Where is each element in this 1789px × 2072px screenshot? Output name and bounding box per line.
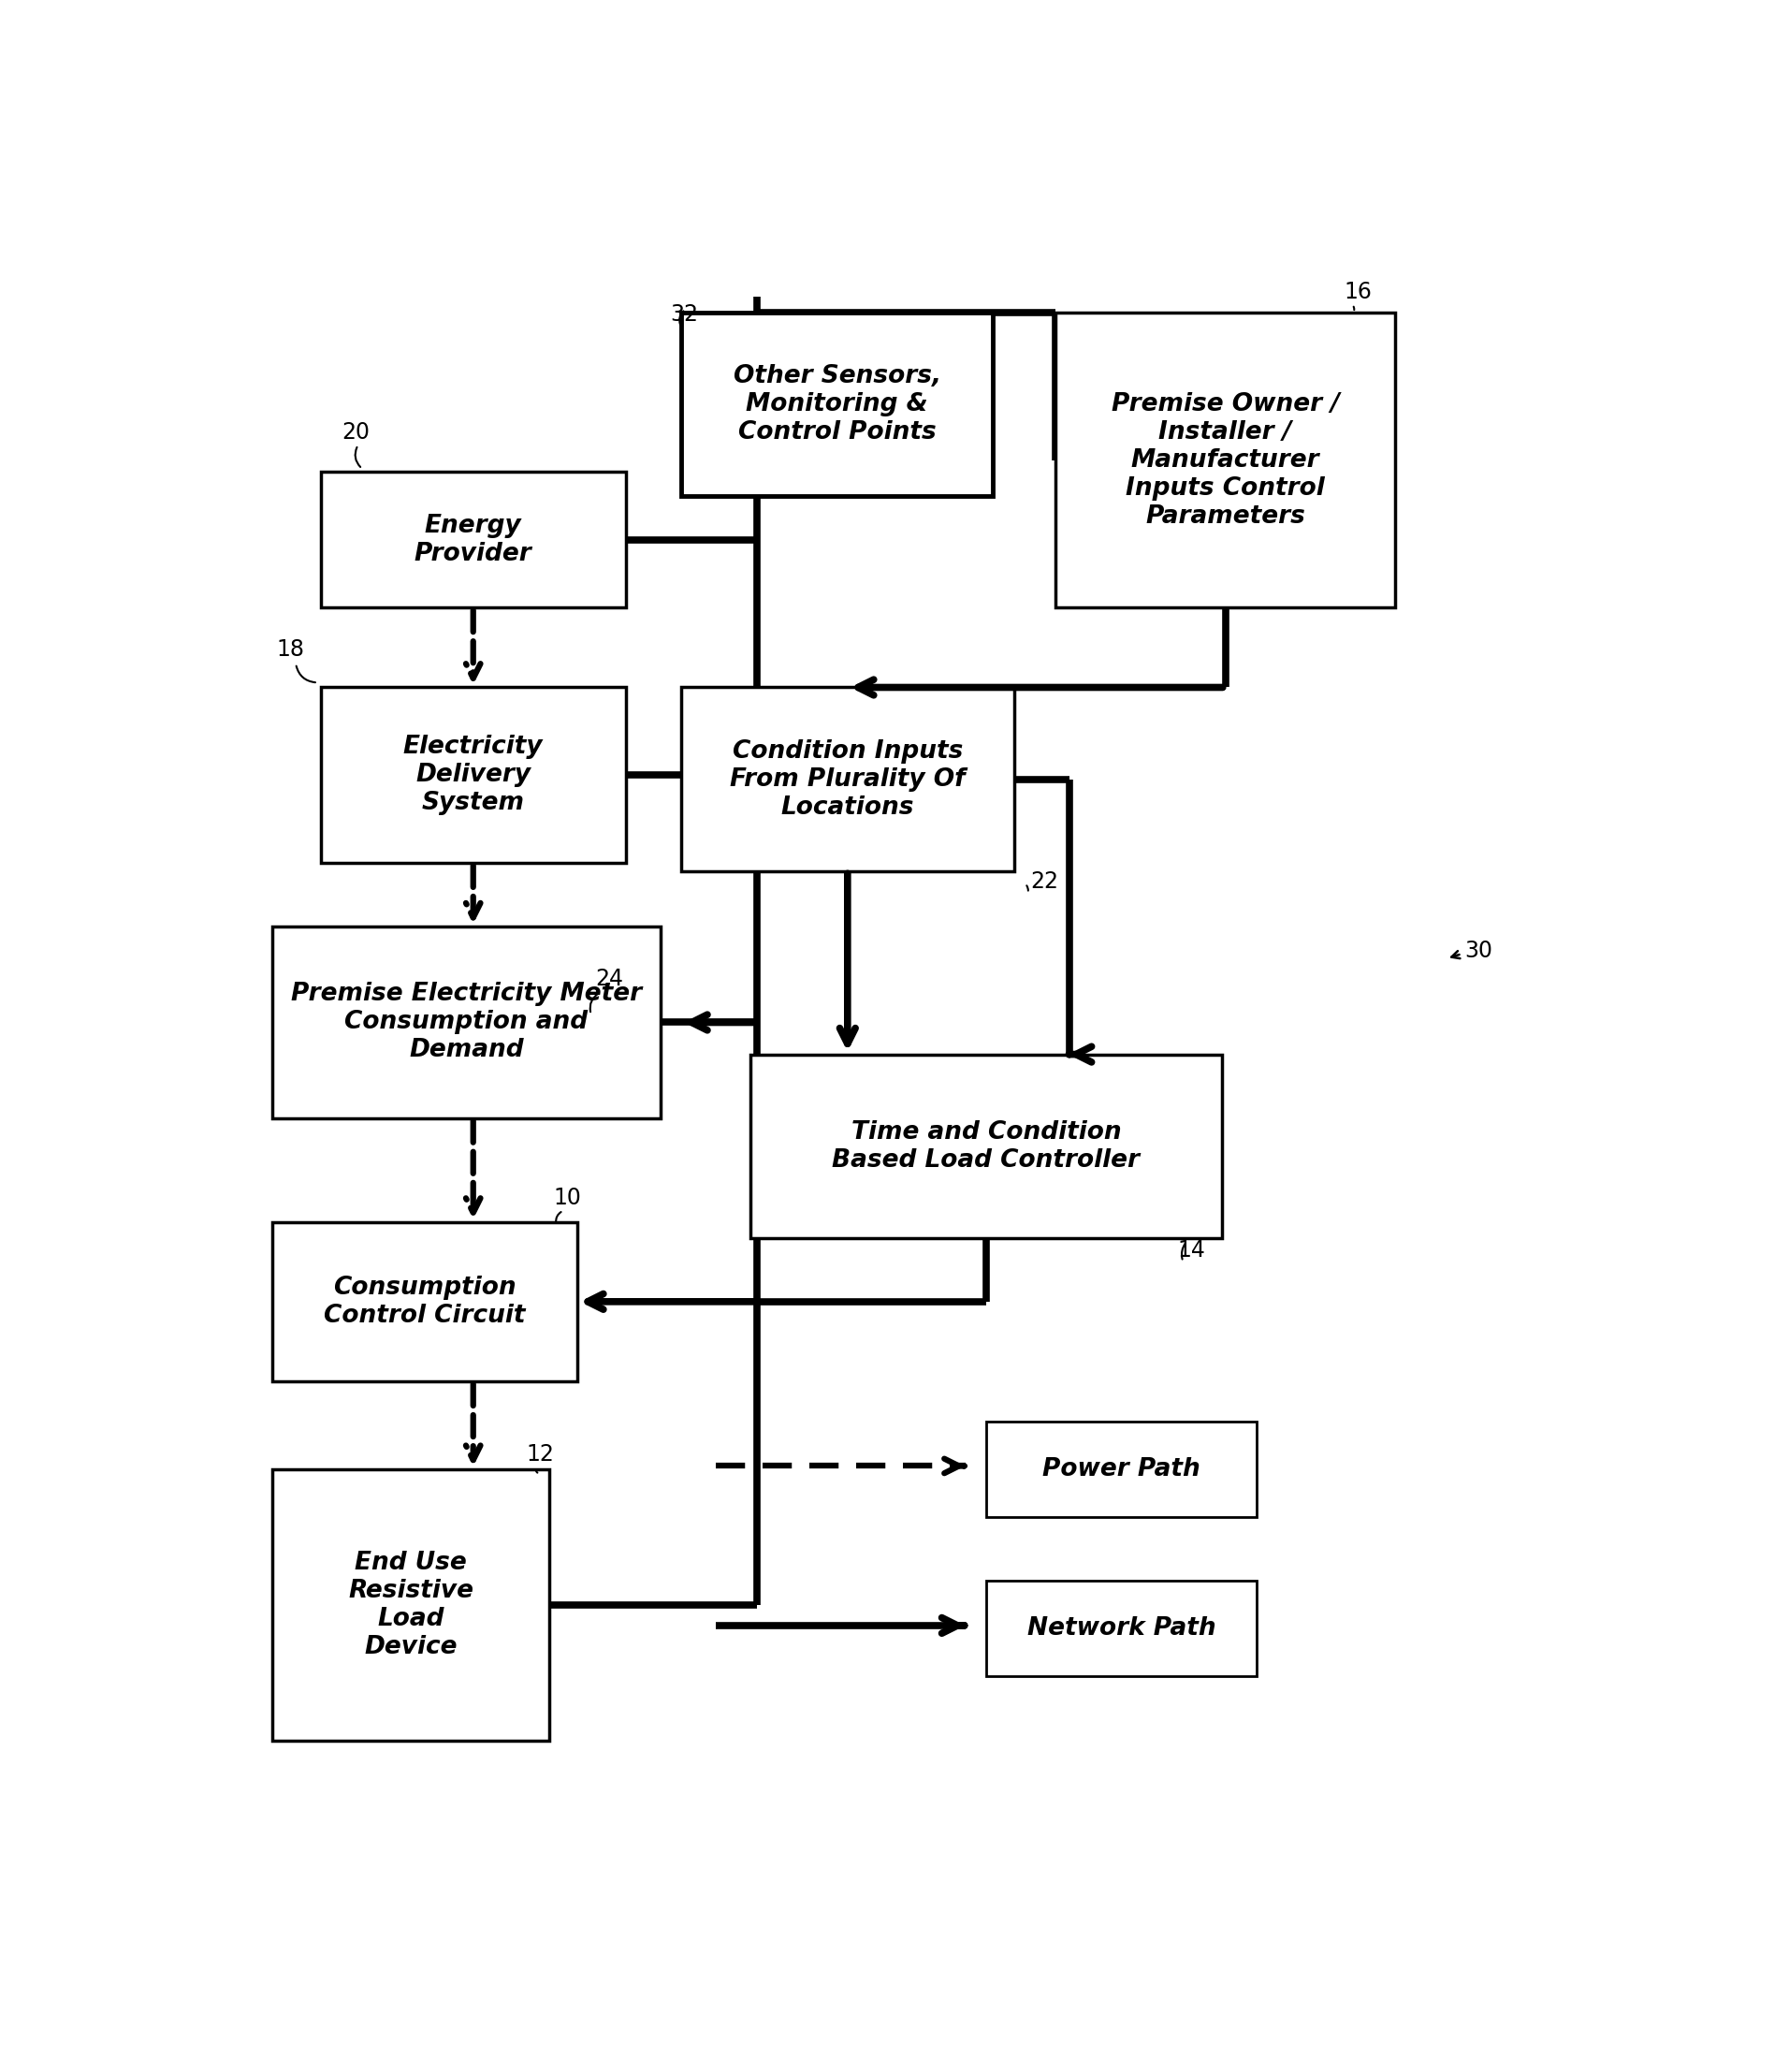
Text: Power Path: Power Path xyxy=(1043,1457,1200,1481)
Text: 10: 10 xyxy=(553,1187,581,1210)
Text: 16: 16 xyxy=(1344,280,1372,303)
FancyBboxPatch shape xyxy=(272,1469,549,1740)
Text: 24: 24 xyxy=(596,968,623,990)
Text: 12: 12 xyxy=(526,1444,555,1467)
FancyBboxPatch shape xyxy=(682,688,1014,870)
Text: 22: 22 xyxy=(1030,870,1059,893)
FancyBboxPatch shape xyxy=(1056,313,1395,607)
FancyBboxPatch shape xyxy=(682,313,993,495)
Text: 18: 18 xyxy=(276,638,304,661)
FancyBboxPatch shape xyxy=(986,1421,1256,1517)
Text: Consumption
Control Circuit: Consumption Control Circuit xyxy=(324,1276,526,1328)
FancyBboxPatch shape xyxy=(320,472,626,607)
Text: 14: 14 xyxy=(1177,1239,1206,1262)
FancyBboxPatch shape xyxy=(986,1581,1256,1676)
FancyBboxPatch shape xyxy=(320,688,626,862)
Text: Time and Condition
Based Load Controller: Time and Condition Based Load Controller xyxy=(832,1119,1140,1173)
Text: Electricity
Delivery
System: Electricity Delivery System xyxy=(403,736,544,816)
Text: Condition Inputs
From Plurality Of
Locations: Condition Inputs From Plurality Of Locat… xyxy=(730,740,966,818)
FancyBboxPatch shape xyxy=(750,1055,1222,1237)
Text: Other Sensors,
Monitoring &
Control Points: Other Sensors, Monitoring & Control Poin… xyxy=(733,365,941,443)
Text: 32: 32 xyxy=(671,303,698,325)
Text: Premise Owner /
Installer /
Manufacturer
Inputs Control
Parameters: Premise Owner / Installer / Manufacturer… xyxy=(1111,392,1340,528)
FancyBboxPatch shape xyxy=(272,926,660,1119)
Text: Energy
Provider: Energy Provider xyxy=(415,514,531,566)
Text: End Use
Resistive
Load
Device: End Use Resistive Load Device xyxy=(349,1550,474,1660)
Text: 20: 20 xyxy=(342,421,370,443)
Text: Premise Electricity Meter
Consumption and
Demand: Premise Electricity Meter Consumption an… xyxy=(292,982,642,1063)
Text: 30: 30 xyxy=(1465,939,1492,961)
FancyBboxPatch shape xyxy=(272,1222,578,1382)
Text: Network Path: Network Path xyxy=(1027,1616,1217,1641)
